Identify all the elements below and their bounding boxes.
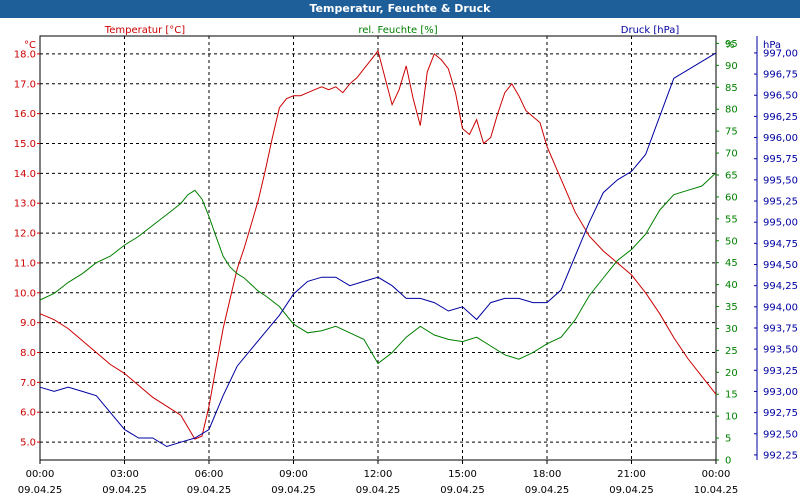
press-tick-label: 993,25	[763, 366, 798, 377]
temperature-series-line	[39, 49, 717, 440]
x-tick-date: 09.04.25	[102, 485, 147, 496]
x-tick-time: 00:00	[26, 469, 55, 480]
hum-tick-label: 10	[725, 412, 738, 423]
x-tick-time: 06:00	[195, 469, 224, 480]
press-unit-label: hPa	[763, 40, 781, 51]
hum-tick-label: 90	[725, 61, 738, 72]
hum-tick-label: 75	[725, 127, 738, 138]
temp-tick-label: 14.0	[14, 169, 36, 180]
press-tick-label: 995,00	[763, 218, 798, 229]
hum-unit-label: %	[725, 40, 735, 51]
press-tick-label: 992,25	[763, 450, 798, 461]
press-tick-label: 995,50	[763, 175, 798, 186]
x-tick-time: 21:00	[617, 469, 646, 480]
press-tick-label: 996,25	[763, 112, 798, 123]
press-tick-label: 994,00	[763, 302, 798, 313]
x-tick-date: 10.04.25	[694, 485, 739, 496]
legend-entry: rel. Feuchte [%]	[358, 25, 437, 36]
temp-tick-label: 11.0	[14, 258, 36, 269]
hum-tick-label: 15	[725, 390, 738, 401]
press-tick-label: 993,75	[763, 323, 798, 334]
temp-tick-label: 18.0	[14, 49, 36, 60]
hum-tick-label: 25	[725, 346, 738, 357]
press-tick-label: 994,50	[763, 260, 798, 271]
x-tick-date: 09.04.25	[271, 485, 316, 496]
press-tick-label: 996,00	[763, 133, 798, 144]
press-tick-label: 994,75	[763, 239, 798, 250]
hum-tick-label: 55	[725, 214, 738, 225]
temp-tick-label: 9.0	[20, 318, 36, 329]
temp-tick-label: 16.0	[14, 109, 36, 120]
x-tick-time: 15:00	[448, 469, 477, 480]
series-layer	[39, 49, 717, 448]
temp-tick-label: 17.0	[14, 79, 36, 90]
axes-layer: 5.0 6.0 7.0 8.0 9.0 10.0 11.0 12.0 13.0 14.0 15.0 1…	[14, 25, 798, 496]
temp-tick-label: 5.0	[20, 438, 36, 449]
hum-tick-label: 65	[725, 170, 738, 181]
chart-title: Temperatur, Feuchte & Druck	[309, 2, 491, 15]
temp-tick-label: 15.0	[14, 139, 36, 150]
press-tick-label: 994,25	[763, 281, 798, 292]
press-tick-label: 992,50	[763, 429, 798, 440]
press-tick-label: 992,75	[763, 408, 798, 419]
x-tick-date: 09.04.25	[525, 485, 570, 496]
hum-tick-label: 0	[725, 456, 731, 467]
x-tick-date: 09.04.25	[609, 485, 654, 496]
x-tick-time: 09:00	[279, 469, 308, 480]
press-tick-label: 995,25	[763, 197, 798, 208]
temp-tick-label: 8.0	[20, 348, 36, 359]
temp-tick-label: 12.0	[14, 229, 36, 240]
hum-tick-label: 80	[725, 105, 738, 116]
temp-tick-label: 6.0	[20, 408, 36, 419]
humidity-series-line	[39, 172, 717, 365]
chart-title-bar: Temperatur, Feuchte & Druck	[0, 0, 800, 18]
hum-tick-label: 45	[725, 258, 738, 269]
temp-tick-label: 7.0	[20, 378, 36, 389]
hum-tick-label: 5	[725, 434, 731, 445]
hum-tick-label: 35	[725, 302, 738, 313]
press-tick-label: 995,75	[763, 154, 798, 165]
x-tick-date: 09.04.25	[18, 485, 63, 496]
hum-tick-label: 95	[725, 39, 738, 50]
press-tick-label: 993,00	[763, 387, 798, 398]
press-tick-label: 993,50	[763, 345, 798, 356]
legend-entry: Druck [hPa]	[621, 25, 680, 36]
legend-entry: Temperatur [°C]	[104, 25, 185, 36]
x-tick-date: 09.04.25	[440, 485, 485, 496]
grid-lines	[40, 36, 716, 460]
x-tick-time: 18:00	[533, 469, 562, 480]
temp-unit-label: °C	[24, 40, 36, 51]
x-tick-date: 09.04.25	[187, 485, 232, 496]
press-tick-label: 997,00	[763, 48, 798, 59]
hum-tick-label: 50	[725, 236, 738, 247]
hum-tick-label: 20	[725, 368, 738, 379]
pressure-series-line	[39, 52, 717, 448]
hum-tick-label: 85	[725, 83, 738, 94]
hum-tick-label: 30	[725, 324, 738, 335]
x-tick-time: 12:00	[364, 469, 393, 480]
x-tick-time: 00:00	[702, 469, 731, 480]
hum-tick-label: 40	[725, 280, 738, 291]
x-tick-date: 09.04.25	[356, 485, 401, 496]
temp-tick-label: 10.0	[14, 288, 36, 299]
temp-tick-label: 13.0	[14, 199, 36, 210]
x-tick-time: 03:00	[110, 469, 139, 480]
hum-tick-label: 60	[725, 192, 738, 203]
hum-tick-label: 70	[725, 149, 738, 160]
press-tick-label: 996,75	[763, 70, 798, 81]
press-tick-label: 996,50	[763, 91, 798, 102]
